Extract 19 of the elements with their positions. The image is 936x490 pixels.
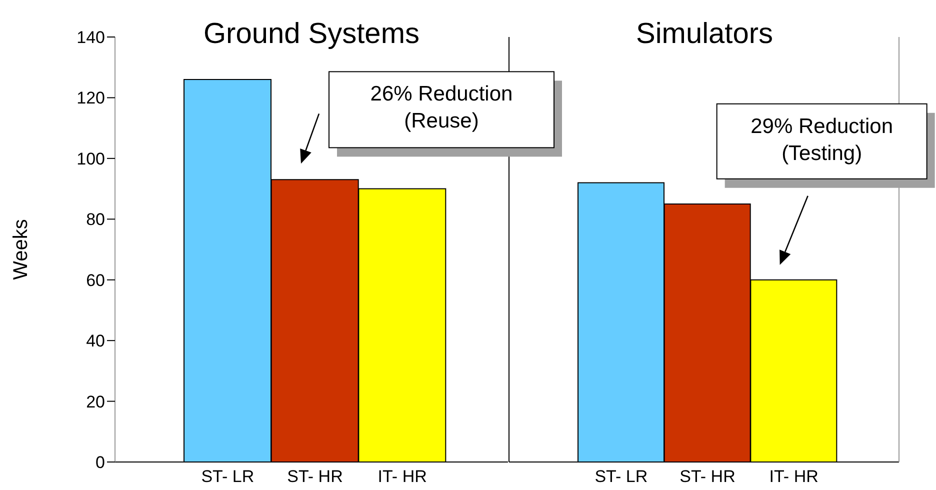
chart-title: Ground Systems [202, 18, 420, 51]
x-tick-label: IT- HR [378, 467, 427, 486]
x-tick-label: IT- HR [769, 467, 818, 486]
y-tick-label: 120 [76, 88, 105, 108]
x-tick-label: ST- HR [287, 467, 343, 486]
chart-title: Simulators [635, 18, 774, 51]
y-tick-label: 60 [86, 270, 105, 290]
y-axis-title: Weeks [10, 219, 32, 280]
x-tick-label: ST- LR [201, 467, 254, 486]
y-tick-label: 140 [76, 28, 105, 48]
y-tick-label: 20 [86, 392, 105, 412]
y-tick-label: 0 [96, 453, 105, 472]
annotation: 26% Reduction (Reuse) [370, 82, 513, 133]
y-tick-label: 80 [86, 210, 105, 230]
y-tick-label: 100 [76, 149, 105, 168]
annotation: 29% Reduction (Testing) [750, 114, 894, 165]
x-tick-label: ST- HR [680, 467, 736, 486]
y-tick-label: 40 [86, 332, 105, 351]
x-tick-label: ST- LR [594, 467, 648, 486]
